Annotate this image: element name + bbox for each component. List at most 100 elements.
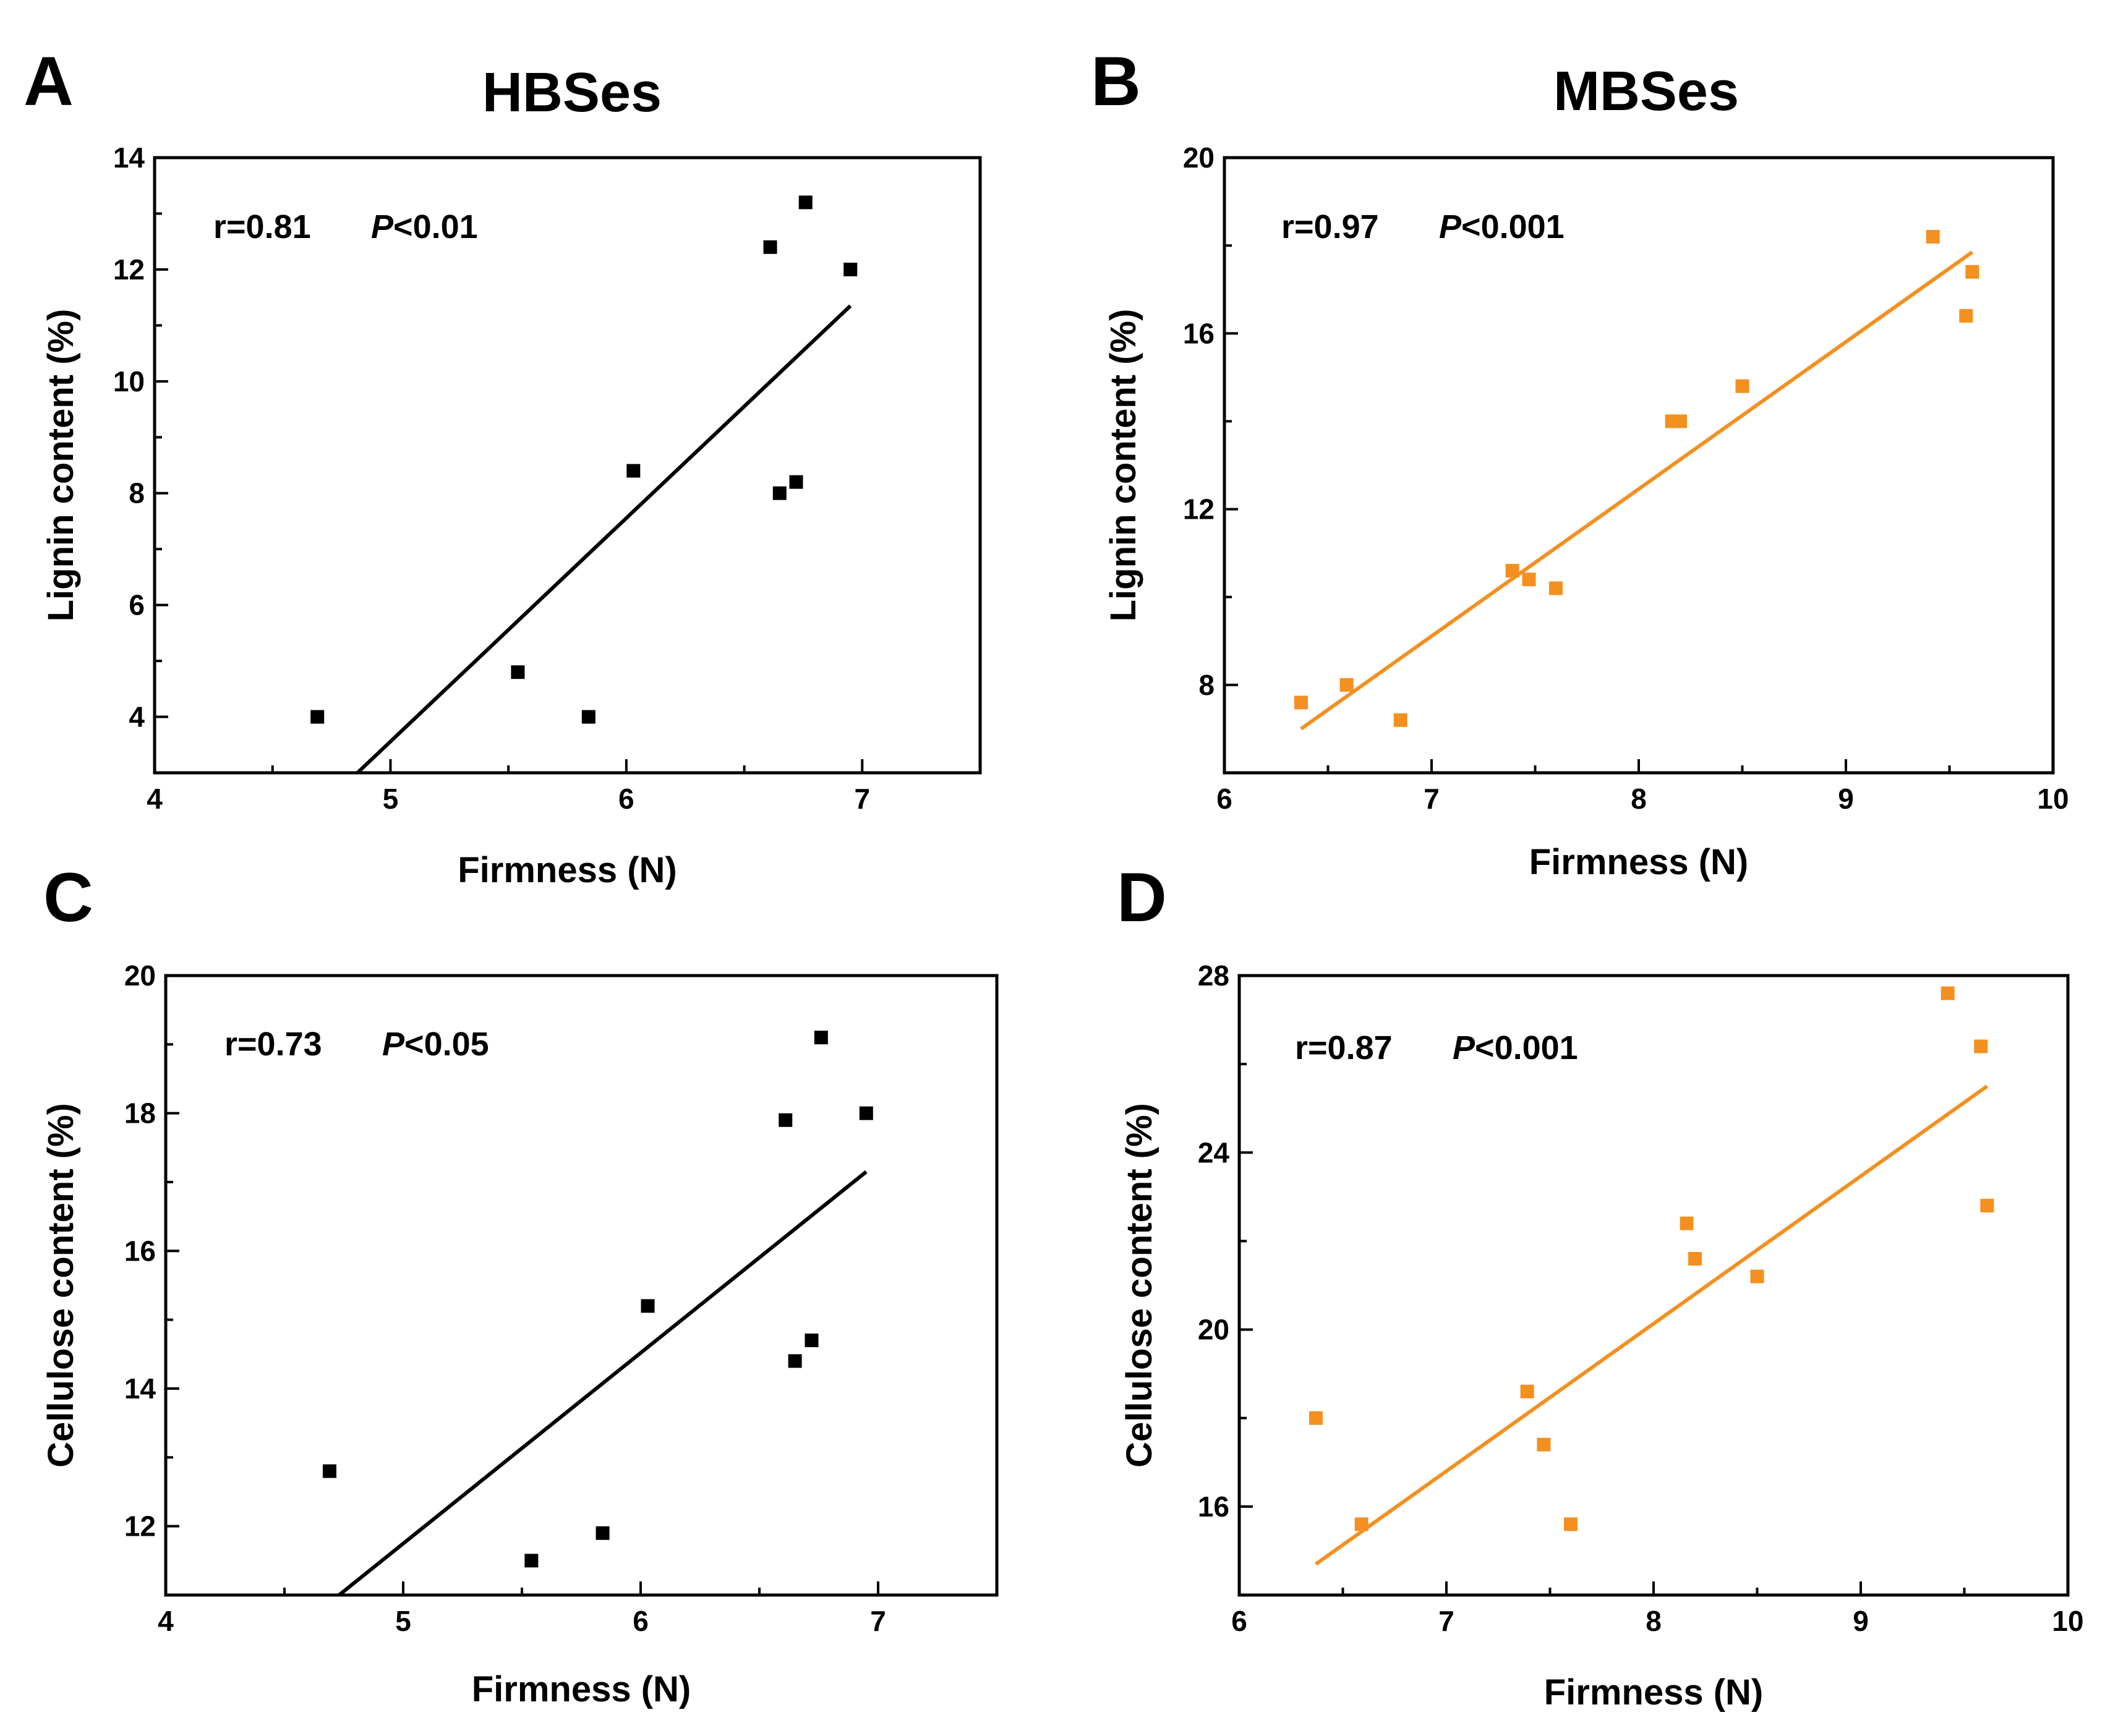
chart-title: HBSes: [482, 62, 662, 124]
p-value: <0.001: [1461, 208, 1565, 245]
y-tick-label: 6: [129, 589, 145, 621]
panel-a: A HBSes 4 5 6 7 4 6 8 10 12 14 Firmness (N) Lignin co…: [23, 43, 982, 890]
data-point: [581, 710, 596, 724]
correlation-annotation: r=0.73: [224, 1026, 322, 1063]
p-symbol: P: [371, 208, 394, 245]
data-point: [1750, 1269, 1764, 1283]
x-tick-label: 6: [633, 1605, 649, 1637]
data-point: [1549, 581, 1563, 595]
data-point: [805, 1334, 819, 1348]
panel-letter: A: [23, 43, 74, 120]
x-tick-label: 7: [1424, 783, 1440, 815]
data-point: [511, 665, 525, 679]
data-point: [1965, 265, 1979, 279]
y-tick-label: 16: [1198, 1491, 1229, 1523]
y-tick-label: 10: [113, 365, 145, 398]
p-symbol: P: [1439, 208, 1462, 245]
data-point: [1941, 986, 1955, 1000]
data-point: [626, 464, 641, 478]
y-tick-label: 16: [1183, 317, 1215, 349]
x-axis-label: Firmness (N): [458, 850, 677, 890]
data-point: [1926, 229, 1940, 244]
x-axis-label: Firmness (N): [1529, 842, 1749, 882]
y-tick-label: 12: [124, 1510, 156, 1542]
data-point: [322, 1464, 336, 1478]
y-tick-label: 4: [129, 701, 145, 733]
x-tick-label: 10: [2052, 1605, 2083, 1637]
data-point: [596, 1526, 610, 1540]
p-value-annotation: P<0.05: [382, 1026, 489, 1063]
data-point: [524, 1554, 539, 1568]
correlation-annotation: r=0.97: [1281, 208, 1379, 245]
x-tick-label: 7: [854, 783, 870, 815]
y-tick-label: 8: [1198, 669, 1215, 701]
y-tick-label: 20: [124, 959, 156, 992]
p-value: <0.01: [393, 208, 478, 245]
regression-line: [356, 304, 852, 775]
x-tick-label: 9: [1838, 783, 1854, 815]
x-tick-label: 8: [1646, 1605, 1662, 1637]
p-value-annotation: P<0.01: [371, 208, 478, 245]
data-point: [1522, 572, 1536, 587]
x-axis-label: Firmness (N): [1544, 1672, 1764, 1713]
y-tick-label: 14: [113, 142, 145, 174]
x-tick-label: 9: [1853, 1605, 1869, 1637]
x-tick-label: 6: [1231, 1605, 1247, 1637]
x-tick-label: 4: [147, 783, 163, 815]
data-point: [1309, 1411, 1323, 1425]
x-tick-label: 5: [395, 1605, 411, 1637]
plot-frame: [153, 156, 982, 775]
data-point: [859, 1106, 873, 1120]
data-point: [1673, 414, 1687, 428]
y-tick-label: 16: [124, 1235, 156, 1267]
panel-letter: D: [1117, 859, 1167, 936]
data-point: [1393, 713, 1407, 727]
x-tick-label: 7: [1438, 1605, 1454, 1637]
data-point: [1294, 696, 1308, 710]
y-tick-label: 14: [124, 1372, 156, 1405]
correlation-annotation: r=0.87: [1295, 1029, 1393, 1066]
x-tick-label: 4: [158, 1605, 174, 1637]
panel-letter: B: [1091, 43, 1141, 120]
plot-frame: [1237, 974, 2070, 1597]
panel-d: D 6 7 8 9 10 16 20 24 28 Firmness (N) Cellulose con…: [1117, 859, 2084, 1713]
data-point: [1959, 308, 1973, 323]
y-axis-label: Lignin content (%): [41, 309, 81, 622]
data-point: [788, 1354, 802, 1368]
data-point: [1735, 379, 1749, 393]
regression-line: [1300, 250, 1974, 731]
data-point: [1680, 1216, 1694, 1230]
data-point: [310, 710, 325, 724]
p-symbol: P: [382, 1026, 405, 1063]
data-point: [1354, 1517, 1368, 1531]
data-point: [1537, 1437, 1551, 1452]
x-axis-label: Firmness (N): [472, 1669, 691, 1709]
p-value: <0.001: [1475, 1029, 1578, 1066]
data-point: [1339, 678, 1354, 692]
y-tick-label: 18: [124, 1097, 156, 1130]
y-axis-label: Cellulose content (%): [1119, 1103, 1159, 1468]
panel-letter: C: [43, 859, 93, 936]
regression-line: [338, 1170, 868, 1597]
y-tick-label: 8: [129, 477, 145, 509]
x-tick-label: 6: [618, 783, 634, 815]
y-tick-label: 20: [1183, 142, 1215, 174]
x-tick-label: 6: [1216, 783, 1232, 815]
panel-c: C 4 5 6 7 12 14 16 18 20 Firmness (N) Cellulose con…: [41, 859, 999, 1709]
data-point: [1980, 1199, 1994, 1213]
data-point: [1505, 564, 1519, 578]
data-point: [641, 1299, 655, 1313]
x-tick-label: 5: [383, 783, 399, 815]
y-tick-label: 20: [1198, 1314, 1229, 1346]
panel-b: B MBSes 6 7 8 9 10 8 12 16 20 Firmness (N) Lignin co…: [1091, 43, 2069, 882]
data-point: [772, 486, 787, 500]
p-value: <0.05: [404, 1026, 489, 1063]
y-tick-label: 12: [113, 253, 145, 286]
data-point: [1520, 1384, 1534, 1398]
data-point: [763, 240, 777, 254]
data-point: [1564, 1517, 1578, 1531]
y-tick-label: 24: [1198, 1136, 1230, 1168]
plot-frame: [164, 974, 999, 1597]
chart-title: MBSes: [1553, 61, 1739, 122]
